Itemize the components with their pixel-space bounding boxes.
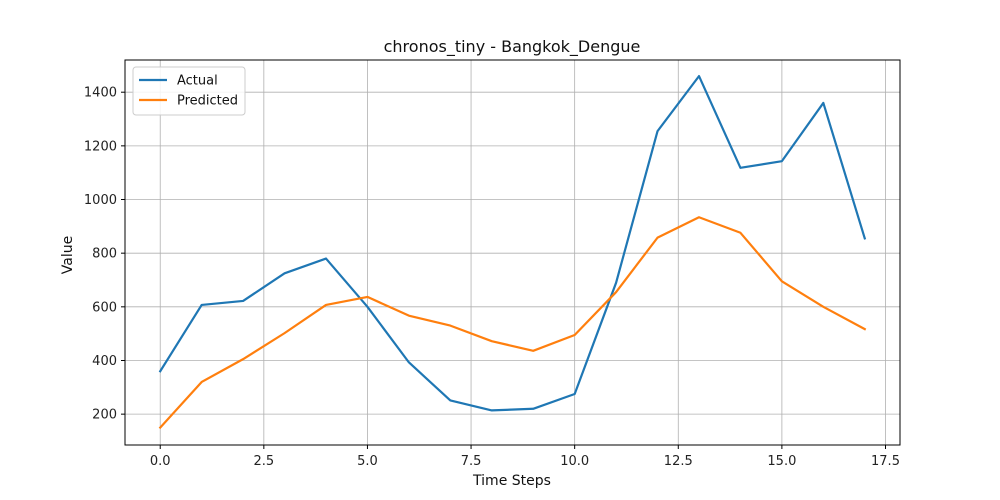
y-tick-label: 1400 [84,86,117,101]
x-tick-label: 0.0 [150,454,171,469]
x-tick-label: 10.0 [560,454,589,469]
y-axis-label: Value [60,236,76,274]
legend-label: Actual [177,74,218,89]
x-tick-label: 15.0 [767,454,796,469]
series-line-actual [158,74,867,412]
legend: Actual Predicted [132,66,246,116]
plot-frame [124,59,901,446]
y-tick-label: 1200 [84,139,117,154]
series-line-predicted [158,216,867,430]
grid-lines [125,60,900,445]
chart-title: chronos_tiny - Bangkok_Dengue [384,37,641,57]
x-tick-label: 17.5 [871,454,900,469]
x-tick-label: 2.5 [253,454,274,469]
x-tick-label: 5.0 [357,454,378,469]
x-tick-label: 12.5 [664,454,693,469]
y-tick-label: 800 [92,247,117,262]
y-axis-ticks: 200 400 600 800 1000 1200 1400 [84,86,125,423]
x-axis-label: Time Steps [472,473,551,489]
y-tick-label: 1000 [84,193,117,208]
y-tick-label: 400 [92,354,117,369]
x-tick-label: 7.5 [461,454,482,469]
series-layer [158,74,867,430]
y-tick-label: 600 [92,300,117,315]
y-tick-label: 200 [92,408,117,423]
x-axis-ticks: 0.0 2.5 5.0 7.5 10.0 12.5 15.0 17.5 [150,445,900,469]
legend-label: Predicted [177,94,238,109]
